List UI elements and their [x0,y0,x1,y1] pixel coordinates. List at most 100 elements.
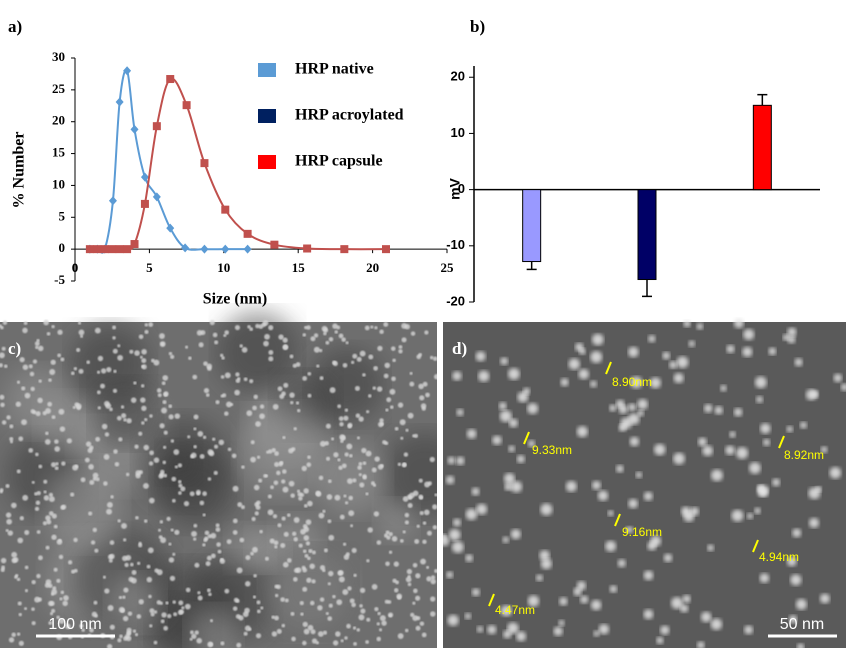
particle [733,318,744,329]
particle [385,530,390,535]
particle [264,333,270,340]
particle [345,341,349,345]
particle [418,383,424,390]
particle [35,500,41,506]
particle [160,469,165,475]
particle [123,587,129,593]
particle [605,540,617,552]
particle [199,500,205,506]
particle [28,364,33,369]
particle [688,340,695,347]
particle [118,437,123,442]
particle [383,321,389,327]
marker [108,196,117,206]
particle [404,512,410,518]
particle [424,481,431,488]
particle [71,569,76,574]
particle [795,598,807,610]
particle [130,562,134,567]
particle [409,371,413,375]
particle [235,378,241,383]
particle [404,628,409,633]
particle [112,325,117,330]
particle [540,558,552,570]
particle [197,430,204,437]
particle [141,421,145,425]
particle [298,543,303,548]
particle [290,611,295,616]
particle [310,336,316,342]
measure-line [488,593,495,607]
particle [209,319,215,326]
particle [100,383,106,389]
particle [359,587,366,594]
particle [174,529,180,535]
x-axis-title: Size (nm) [203,291,267,308]
particle [378,628,383,632]
particle [93,600,98,605]
particle [420,403,427,409]
particle [352,353,358,359]
particle [819,593,830,604]
particle [144,329,149,334]
particle [22,494,29,501]
particle [356,628,361,632]
particle [173,449,180,455]
particle [100,368,107,374]
particle [291,447,296,452]
particle [45,431,49,436]
particle [327,616,333,621]
particle [492,435,502,445]
particle [353,641,357,646]
particle [297,408,301,413]
particle [157,393,162,398]
particle [236,642,242,648]
particle [283,531,289,537]
particle [254,502,259,507]
bar [637,189,657,281]
particle [408,496,413,500]
particle [272,403,279,410]
particle [405,428,409,432]
particle [127,611,133,616]
particle [185,587,191,593]
particle [754,507,761,515]
particle [67,560,73,565]
particle [274,545,278,549]
particle [142,482,149,489]
particle [138,541,142,545]
particle [302,376,308,381]
particle [338,465,343,470]
particle [153,359,160,366]
particle [37,555,43,561]
particle [683,319,691,328]
marker [166,223,175,233]
marker [340,245,349,254]
particle [637,398,648,410]
particle [32,359,38,364]
particle [103,454,110,460]
particle [346,443,353,450]
particle [293,567,299,573]
particle [90,540,96,545]
particle [702,445,713,457]
particle [48,621,53,625]
marker [221,244,230,254]
particle [416,524,420,528]
x-tick-label: 0 [72,260,79,275]
marker [381,245,390,254]
particle [403,452,409,457]
particle [159,423,165,429]
particle [720,384,727,392]
particle [352,626,357,630]
particle [149,608,155,614]
particle [22,364,29,370]
particle [113,449,118,454]
particle [410,331,416,336]
particle [183,500,190,507]
particle [234,324,241,331]
particle [573,587,582,596]
panel-label: c) [8,339,21,358]
particle [241,465,245,469]
particle [16,577,21,582]
